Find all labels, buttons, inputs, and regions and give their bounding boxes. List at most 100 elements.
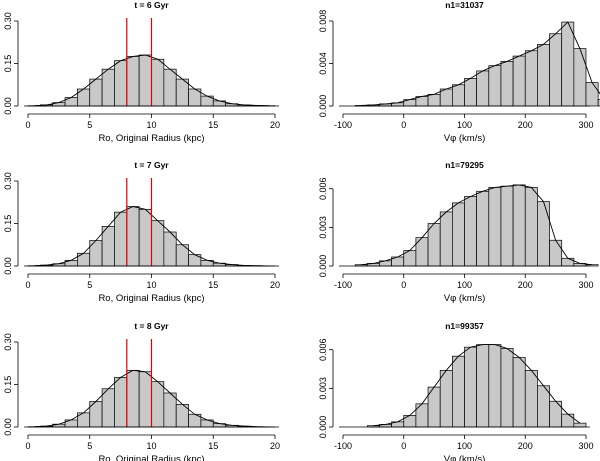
x-tick-label: 200 xyxy=(518,441,533,451)
histogram-bar xyxy=(524,187,538,267)
histogram-bar xyxy=(488,187,502,267)
panel-title: t = 7 Gyr xyxy=(134,160,169,170)
histogram-bar xyxy=(597,99,600,107)
x-tick-label: 20 xyxy=(270,441,280,451)
density-curve xyxy=(373,344,581,427)
histogram-bar xyxy=(500,348,514,428)
histogram-bar xyxy=(512,184,526,267)
histogram-bar xyxy=(151,220,165,267)
x-tick-label: 100 xyxy=(457,120,472,130)
y-tick-label: 0.000 xyxy=(318,416,328,439)
y-tick-label: 0.15 xyxy=(3,55,13,73)
x-axis-title: Ro, Original Radius (kpc) xyxy=(98,454,204,461)
histogram-bar xyxy=(151,58,165,107)
x-tick-label: 300 xyxy=(578,280,593,290)
histogram-bar xyxy=(151,381,165,428)
y-tick-label: 0.00 xyxy=(3,257,13,275)
panel-radius-7gyr: t = 7 Gyr 0 5 10 15 20 Ro, Original Radius (kp… xyxy=(3,160,280,304)
histogram-bar xyxy=(585,82,599,107)
histogram-bar xyxy=(561,21,575,107)
x-tick-label: 0 xyxy=(25,441,30,451)
histogram-bar xyxy=(452,84,465,107)
panel-title: t = 6 Gyr xyxy=(134,0,169,10)
density-curve xyxy=(361,21,600,106)
y-tick-label: 0.003 xyxy=(318,216,328,239)
histogram-bar xyxy=(77,252,91,267)
x-axis-title: Ro, Original Radius (kpc) xyxy=(98,293,204,304)
x-tick-label: 10 xyxy=(146,120,156,130)
histogram-bar xyxy=(439,211,453,267)
histogram-bar xyxy=(476,190,490,267)
x-tick-label: 0 xyxy=(25,280,30,290)
histogram-bar xyxy=(126,369,140,428)
y-tick-label: 0.008 xyxy=(318,10,328,33)
histogram-bar xyxy=(476,344,490,428)
histogram-bar xyxy=(512,357,526,428)
panel-title: n1=31037 xyxy=(445,0,484,10)
x-tick-label: 300 xyxy=(578,441,593,451)
histogram-bar xyxy=(163,68,177,107)
y-tick-label: 0.30 xyxy=(3,12,13,30)
histogram-bar xyxy=(488,344,502,428)
x-tick-label: 200 xyxy=(518,280,533,290)
histogram-bar xyxy=(537,44,550,107)
histogram-bar xyxy=(138,208,152,267)
histogram-bar xyxy=(524,50,538,107)
histogram-bar xyxy=(114,60,128,107)
histogram-bar xyxy=(488,65,502,107)
x-axis-title: Ro, Original Radius (kpc) xyxy=(98,133,204,144)
histogram-bar xyxy=(476,70,490,107)
x-tick-label: 20 xyxy=(270,120,280,130)
histogram-bar xyxy=(101,225,115,267)
x-tick-label: 10 xyxy=(146,441,156,451)
histogram-bar xyxy=(549,33,563,107)
x-tick-label: 300 xyxy=(578,120,593,130)
x-tick-label: 200 xyxy=(518,120,533,130)
histogram-bar xyxy=(464,346,477,428)
x-tick-label: -100 xyxy=(334,120,352,130)
panel-radius-8gyr: t = 8 Gyr 0 5 10 15 20 Ro, Original Radius (kp… xyxy=(3,321,280,461)
x-tick-label: 0 xyxy=(401,120,406,130)
histogram-bar xyxy=(573,422,587,428)
histogram-bar xyxy=(537,201,550,267)
panel-title: t = 8 Gyr xyxy=(134,321,169,331)
histogram-bar xyxy=(138,54,152,107)
x-tick-label: 100 xyxy=(457,441,472,451)
histogram-bar xyxy=(524,369,538,428)
y-tick-label: 0.003 xyxy=(318,377,328,400)
histogram-bar xyxy=(561,257,575,267)
histogram-bar xyxy=(427,93,441,107)
histogram-bar xyxy=(114,377,128,428)
y-tick-label: 0.30 xyxy=(3,172,13,190)
x-tick-label: 0 xyxy=(401,441,406,451)
y-tick-label: 0.004 xyxy=(318,52,328,75)
x-axis-title: Vφ (km/s) xyxy=(444,133,486,144)
panel-title: n1=79295 xyxy=(445,160,484,170)
y-tick-label: 0.15 xyxy=(3,376,13,394)
histogram-bar xyxy=(464,196,477,267)
x-tick-label: 10 xyxy=(146,280,156,290)
histogram-bar xyxy=(101,68,115,107)
panel-vphi-8gyr: n1=99357 -100 0 100 200 300 Vφ (km/s) 0.000 0.00… xyxy=(318,321,594,461)
histogram-bar xyxy=(549,239,563,267)
y-tick-label: 0.00 xyxy=(3,418,13,436)
x-tick-label: 100 xyxy=(457,280,472,290)
histogram-bar xyxy=(64,97,78,107)
histogram-bar xyxy=(500,185,514,267)
histogram-bar xyxy=(464,78,477,107)
histogram-bar xyxy=(573,48,587,107)
histogram-bar xyxy=(500,61,514,107)
density-curve xyxy=(361,184,593,266)
x-tick-label: 0 xyxy=(401,280,406,290)
histogram-bar xyxy=(138,371,152,428)
histogram-bar xyxy=(439,369,453,428)
x-tick-label: 5 xyxy=(87,441,92,451)
histogram-bar xyxy=(114,211,128,267)
y-tick-label: 0.006 xyxy=(318,338,328,361)
y-tick-label: 0.000 xyxy=(318,255,328,278)
x-tick-label: 5 xyxy=(87,280,92,290)
panel-vphi-6gyr: n1=31037 -100 0 100 200 300 Vφ (km/s) 0.000 0.00… xyxy=(318,0,600,144)
histogram-bar xyxy=(512,55,526,107)
histogram-bar xyxy=(452,355,465,428)
panel-title: n1=99357 xyxy=(445,321,484,331)
